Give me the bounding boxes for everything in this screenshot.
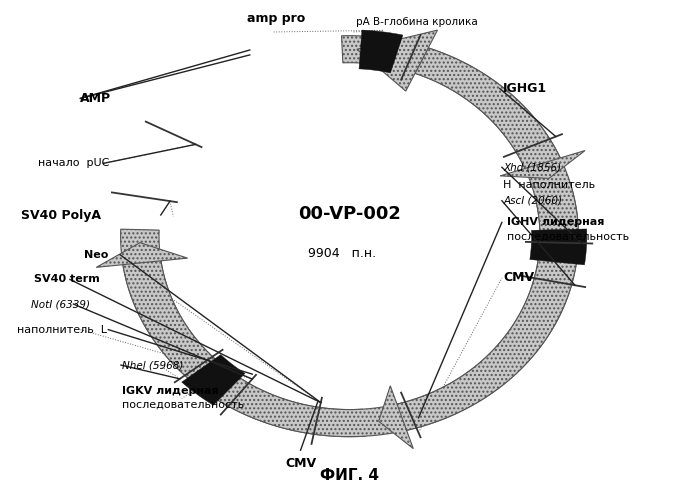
- Text: IGKV лидерная: IGKV лидерная: [122, 386, 219, 396]
- Text: ФИГ. 4: ФИГ. 4: [320, 468, 379, 483]
- Polygon shape: [359, 30, 403, 73]
- Text: AMP: AMP: [80, 92, 112, 105]
- Text: последовательность: последовательность: [122, 400, 245, 409]
- Text: NotI (6339): NotI (6339): [31, 299, 90, 309]
- Polygon shape: [379, 386, 413, 449]
- Polygon shape: [397, 187, 578, 430]
- Polygon shape: [182, 355, 245, 405]
- Text: CMV: CMV: [503, 272, 535, 284]
- Text: CMV: CMV: [285, 457, 316, 469]
- Text: 00-VP-002: 00-VP-002: [298, 205, 401, 223]
- Text: pA В-глобина кролика: pA В-глобина кролика: [356, 17, 478, 27]
- Text: Nhel (5968): Nhel (5968): [122, 360, 184, 370]
- Text: 9904   п.н.: 9904 п.н.: [308, 247, 377, 260]
- Polygon shape: [123, 261, 366, 436]
- Polygon shape: [121, 48, 578, 436]
- Polygon shape: [530, 229, 586, 265]
- Text: H  наполнитель: H наполнитель: [503, 180, 596, 189]
- Text: amp pro: amp pro: [247, 12, 305, 25]
- Polygon shape: [96, 243, 187, 267]
- Text: последовательность: последовательность: [507, 232, 629, 242]
- Text: IGHV лидерная: IGHV лидерная: [507, 217, 604, 227]
- Text: Xhd (1856): Xhd (1856): [503, 162, 561, 172]
- Polygon shape: [500, 151, 585, 179]
- Text: SV40 term: SV40 term: [34, 275, 99, 284]
- Text: наполнитель  L: наполнитель L: [17, 325, 108, 335]
- Text: SV40 PolyA: SV40 PolyA: [21, 209, 101, 221]
- Text: начало  pUC: начало pUC: [38, 158, 110, 168]
- Text: IGHG1: IGHG1: [503, 82, 547, 95]
- Text: Neo: Neo: [84, 250, 108, 260]
- Polygon shape: [342, 36, 561, 168]
- Polygon shape: [356, 30, 438, 91]
- Text: AscI (2060): AscI (2060): [503, 196, 562, 206]
